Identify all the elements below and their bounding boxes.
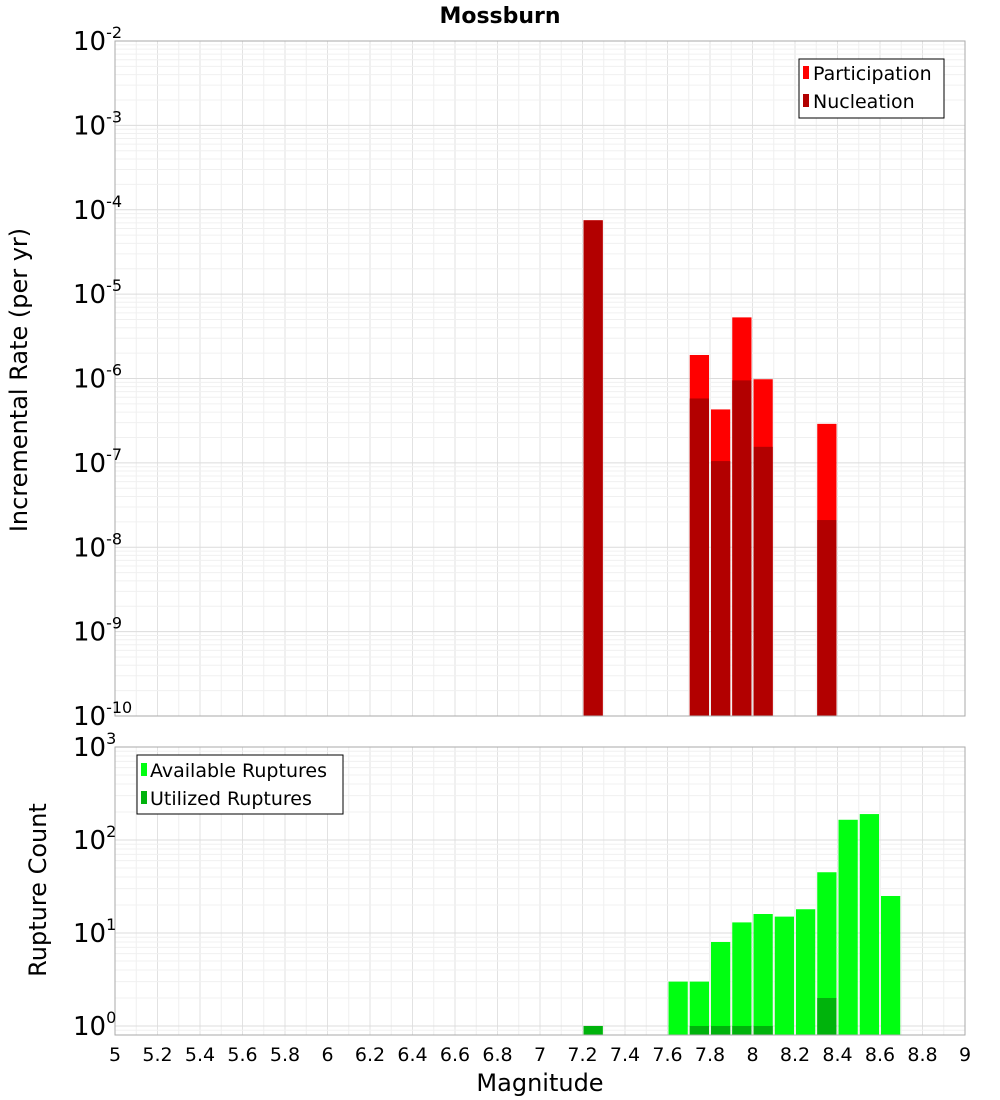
x-tick-label: 8.2: [780, 1044, 810, 1066]
bottom-bar-utilized-ruptures: [732, 1025, 752, 1035]
top-y-tick-label: 10-7: [73, 445, 122, 479]
bottom-legend: Available Ruptures Utilized Ruptures: [136, 754, 344, 815]
x-tick-labels: 5 5.2 5.4 5.6 5.8 6 6.2 6.4 6.6 6.8 7 7.2 7.4 7.6 7.8 8…: [109, 1044, 971, 1066]
bottom-bar-available-ruptures: [732, 922, 752, 1035]
top-plot-frame: [114, 40, 966, 717]
bottom-bar-utilized-ruptures: [753, 1025, 773, 1035]
bottom-bar-available-ruptures: [711, 942, 731, 1035]
x-tick-label: 5.8: [270, 1044, 300, 1066]
x-tick-label: 5.2: [142, 1044, 172, 1066]
x-axis-label: Magnitude: [476, 1069, 603, 1097]
bottom-y-tick-label: 100: [73, 1008, 116, 1042]
top-y-tick-label: 10-2: [73, 23, 122, 57]
bottom-panel: 100 101 102 103 5 5.2 5.4 5.6 5.8 6 6.2 6.4 6.6 6.8 7…: [24, 729, 971, 1097]
legend-swatch-nucleation: [803, 94, 809, 107]
x-tick-label: 5.6: [227, 1044, 257, 1066]
x-tick-label: 9: [959, 1044, 971, 1066]
bottom-y-tick-label: 103: [73, 729, 116, 763]
top-bar-nucleation: [753, 446, 773, 716]
bottom-bar-utilized-ruptures: [817, 997, 837, 1035]
top-y-tick-label: 10-6: [73, 361, 122, 395]
x-tick-label: 5.4: [185, 1044, 215, 1066]
top-y-tick-labels: 10-10 10-9 10-8 10-7 10-6 10-5 10-4 10-3 10-2: [73, 23, 132, 732]
x-tick-label: 7.6: [652, 1044, 682, 1066]
top-bar-nucleation: [689, 398, 709, 716]
bottom-legend-box: [136, 754, 344, 815]
bottom-bars: [583, 814, 901, 1035]
top-y-tick-label: 10-5: [73, 276, 122, 310]
x-tick-label: 6.8: [482, 1044, 512, 1066]
x-tick-label: 7.4: [610, 1044, 640, 1066]
legend-swatch-participation: [803, 66, 809, 79]
x-tick-label: 7.8: [695, 1044, 725, 1066]
bottom-y-axis-label: Rupture Count: [24, 803, 52, 977]
legend-label-available: Available Ruptures: [150, 760, 327, 782]
x-tick-label: 5: [109, 1044, 121, 1066]
bottom-bar-available-ruptures: [796, 909, 816, 1035]
top-bar-nucleation: [817, 520, 837, 716]
legend-label-participation: Participation: [813, 63, 932, 85]
legend-swatch-available: [141, 763, 147, 776]
bottom-bar-available-ruptures: [859, 814, 879, 1035]
chart-title: Mossburn: [439, 4, 560, 29]
legend-label-nucleation: Nucleation: [813, 91, 915, 113]
x-tick-label: 8.8: [907, 1044, 937, 1066]
bottom-bar-utilized-ruptures: [711, 1025, 731, 1035]
bottom-bar-available-ruptures: [689, 981, 709, 1035]
top-y-tick-label: 10-10: [73, 698, 132, 732]
legend-label-utilized: Utilized Ruptures: [150, 788, 312, 810]
top-y-axis-label: Incremental Rate (per yr): [5, 228, 33, 532]
x-tick-label: 7.2: [567, 1044, 597, 1066]
bottom-bar-available-ruptures: [774, 916, 794, 1035]
top-legend-box: [798, 58, 945, 119]
top-y-tick-label: 10-4: [73, 192, 122, 226]
x-tick-label: 6.6: [440, 1044, 470, 1066]
bottom-bar-available-ruptures: [838, 819, 858, 1035]
legend-swatch-utilized: [141, 791, 147, 804]
x-tick-label: 8: [746, 1044, 758, 1066]
top-panel: 10-10 10-9 10-8 10-7 10-6 10-5 10-4 10-3 10-2 In…: [5, 23, 966, 732]
x-tick-label: 8.6: [865, 1044, 895, 1066]
bottom-bar-available-ruptures: [817, 872, 837, 1035]
bottom-y-tick-label: 101: [73, 915, 116, 949]
x-tick-label: 6: [321, 1044, 333, 1066]
top-bar-nucleation: [711, 461, 731, 716]
x-tick-label: 6.2: [355, 1044, 385, 1066]
top-y-tick-label: 10-3: [73, 107, 122, 141]
bottom-plot-frame: [114, 746, 966, 1036]
top-bar-nucleation: [583, 220, 603, 717]
top-bar-nucleation: [732, 380, 752, 716]
x-tick-label: 6.4: [397, 1044, 427, 1066]
top-legend: Participation Nucleation: [798, 58, 945, 119]
bottom-bar-available-ruptures: [668, 981, 688, 1035]
top-gridlines: [114, 40, 966, 717]
bottom-bar-available-ruptures: [753, 914, 773, 1035]
x-tick-label: 8.4: [822, 1044, 852, 1066]
bottom-bar-utilized-ruptures: [583, 1025, 603, 1035]
bottom-y-tick-labels: 100 101 102 103: [73, 729, 116, 1042]
top-bars: [583, 220, 837, 717]
bottom-bar-utilized-ruptures: [689, 1025, 709, 1035]
bottom-bar-available-ruptures: [881, 895, 901, 1035]
top-y-tick-label: 10-8: [73, 529, 122, 563]
x-tick-label: 7: [534, 1044, 546, 1066]
bottom-y-tick-label: 102: [73, 822, 116, 856]
top-y-tick-label: 10-9: [73, 614, 122, 648]
